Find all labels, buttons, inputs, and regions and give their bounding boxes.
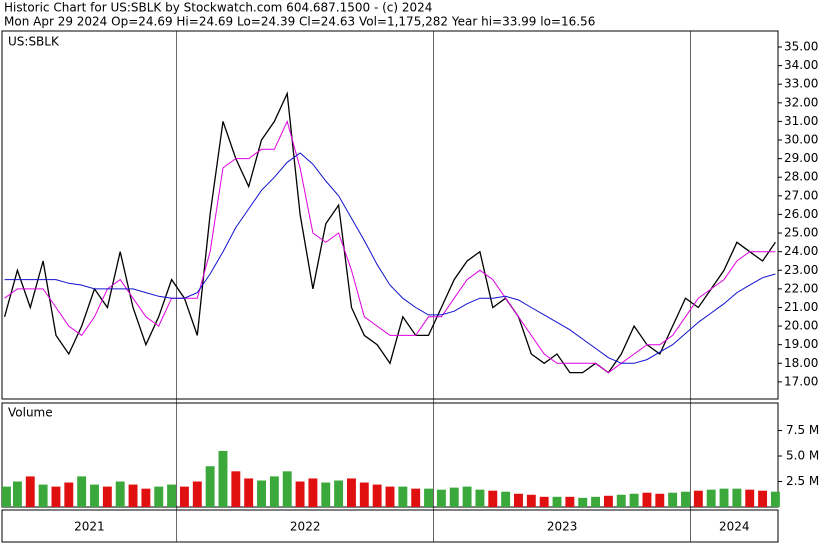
y-tick-label: 24.00 — [784, 244, 818, 258]
volume-bar — [488, 490, 498, 507]
date-panel — [1, 509, 779, 543]
volume-bar — [475, 489, 485, 507]
y-tick-label: 27.00 — [784, 188, 818, 202]
volume-bar — [668, 492, 678, 507]
moving-average — [4, 152, 776, 364]
volume-bar — [167, 484, 177, 507]
volume-bar — [51, 486, 61, 507]
y-tick-label: 19.00 — [784, 337, 818, 351]
y-tick-label: 25.00 — [784, 226, 818, 240]
volume-bar — [141, 488, 151, 507]
volume-bar — [449, 487, 459, 507]
volume-bar — [655, 493, 665, 507]
y-tick-label: 35.00 — [784, 40, 818, 54]
volume-bar — [179, 486, 189, 507]
volume-label: Volume — [8, 406, 53, 420]
y-tick-label: 31.00 — [784, 114, 818, 128]
volume-bar — [732, 488, 742, 507]
volume-bar — [2, 486, 11, 507]
volume-bar — [77, 476, 87, 507]
volume-bar — [501, 491, 511, 507]
moving-average — [4, 119, 776, 374]
y-tick-label: 17.00 — [784, 374, 818, 388]
volume-bar — [25, 476, 35, 507]
volume-bar — [359, 482, 369, 507]
volume-bar — [218, 450, 228, 507]
volume-bar — [231, 471, 241, 507]
volume-bar — [205, 466, 215, 507]
volume-bar — [115, 481, 125, 507]
y-tick-label: 30.00 — [784, 133, 818, 147]
volume-bar — [565, 496, 575, 507]
quote-summary: Mon Apr 29 2024 Op=24.69 Hi=24.69 Lo=24.… — [4, 15, 595, 29]
volume-bar — [693, 490, 703, 507]
volume-bar — [526, 494, 536, 507]
volume-bar — [308, 478, 318, 507]
volume-bar — [154, 486, 164, 507]
y-tick-label: 26.00 — [784, 207, 818, 221]
volume-bar — [514, 493, 523, 507]
volume-bar — [681, 491, 690, 507]
volume-tick-label: 2.5 M — [786, 474, 819, 488]
volume-bar — [128, 484, 138, 507]
volume-bar — [347, 478, 356, 507]
chart-title: Historic Chart for US:SBLK by Stockwatch… — [4, 1, 432, 15]
y-tick-label: 23.00 — [784, 263, 818, 277]
volume-tick-label: 7.5 M — [786, 423, 819, 437]
y-tick-label: 29.00 — [784, 151, 818, 165]
volume-bar — [770, 491, 780, 507]
volume-bar — [269, 476, 279, 507]
volume-bar — [385, 486, 395, 507]
volume-bar — [424, 488, 433, 507]
volume-bar — [411, 488, 421, 507]
volume-bar — [334, 480, 344, 507]
volume-bar — [38, 484, 48, 507]
volume-bar — [192, 481, 202, 507]
volume-bar — [436, 489, 446, 507]
volume-bar — [629, 493, 639, 507]
year-label: 2022 — [290, 520, 321, 534]
volume-bar — [745, 489, 755, 507]
volume-bar — [642, 492, 652, 507]
volume-bar — [552, 496, 562, 507]
y-tick-label: 28.00 — [784, 170, 818, 184]
volume-bar — [616, 494, 626, 507]
year-label: 2021 — [74, 520, 105, 534]
volume-bar — [295, 481, 305, 507]
volume-bar — [462, 486, 472, 507]
volume-bar — [706, 489, 716, 507]
y-tick-label: 34.00 — [784, 58, 818, 72]
volume-tick-label: 5.0 M — [786, 449, 819, 463]
volume-bar — [12, 481, 22, 507]
volume-bar — [372, 484, 382, 507]
volume-bar — [398, 486, 408, 507]
y-tick-label: 33.00 — [784, 77, 818, 91]
volume-bar — [102, 486, 112, 507]
volume-bar — [282, 471, 292, 507]
volume-bar — [257, 480, 266, 507]
y-tick-label: 32.00 — [784, 95, 818, 109]
y-tick-label: 20.00 — [784, 319, 818, 333]
year-label: 2023 — [547, 520, 578, 534]
price-panel — [1, 30, 779, 400]
year-label: 2024 — [719, 520, 750, 534]
volume-bar — [591, 496, 601, 507]
volume-bar — [719, 488, 729, 507]
volume-bar — [578, 497, 588, 507]
y-tick-label: 21.00 — [784, 300, 818, 314]
volume-bar — [321, 482, 331, 507]
volume-bar — [244, 478, 254, 507]
y-tick-label: 18.00 — [784, 356, 818, 370]
volume-bar — [539, 496, 549, 507]
volume-bar — [90, 484, 99, 507]
symbol-label: US:SBLK — [8, 35, 60, 49]
volume-bar — [64, 482, 74, 507]
volume-bar — [758, 490, 768, 507]
volume-bar — [603, 495, 613, 507]
y-tick-label: 22.00 — [784, 281, 818, 295]
